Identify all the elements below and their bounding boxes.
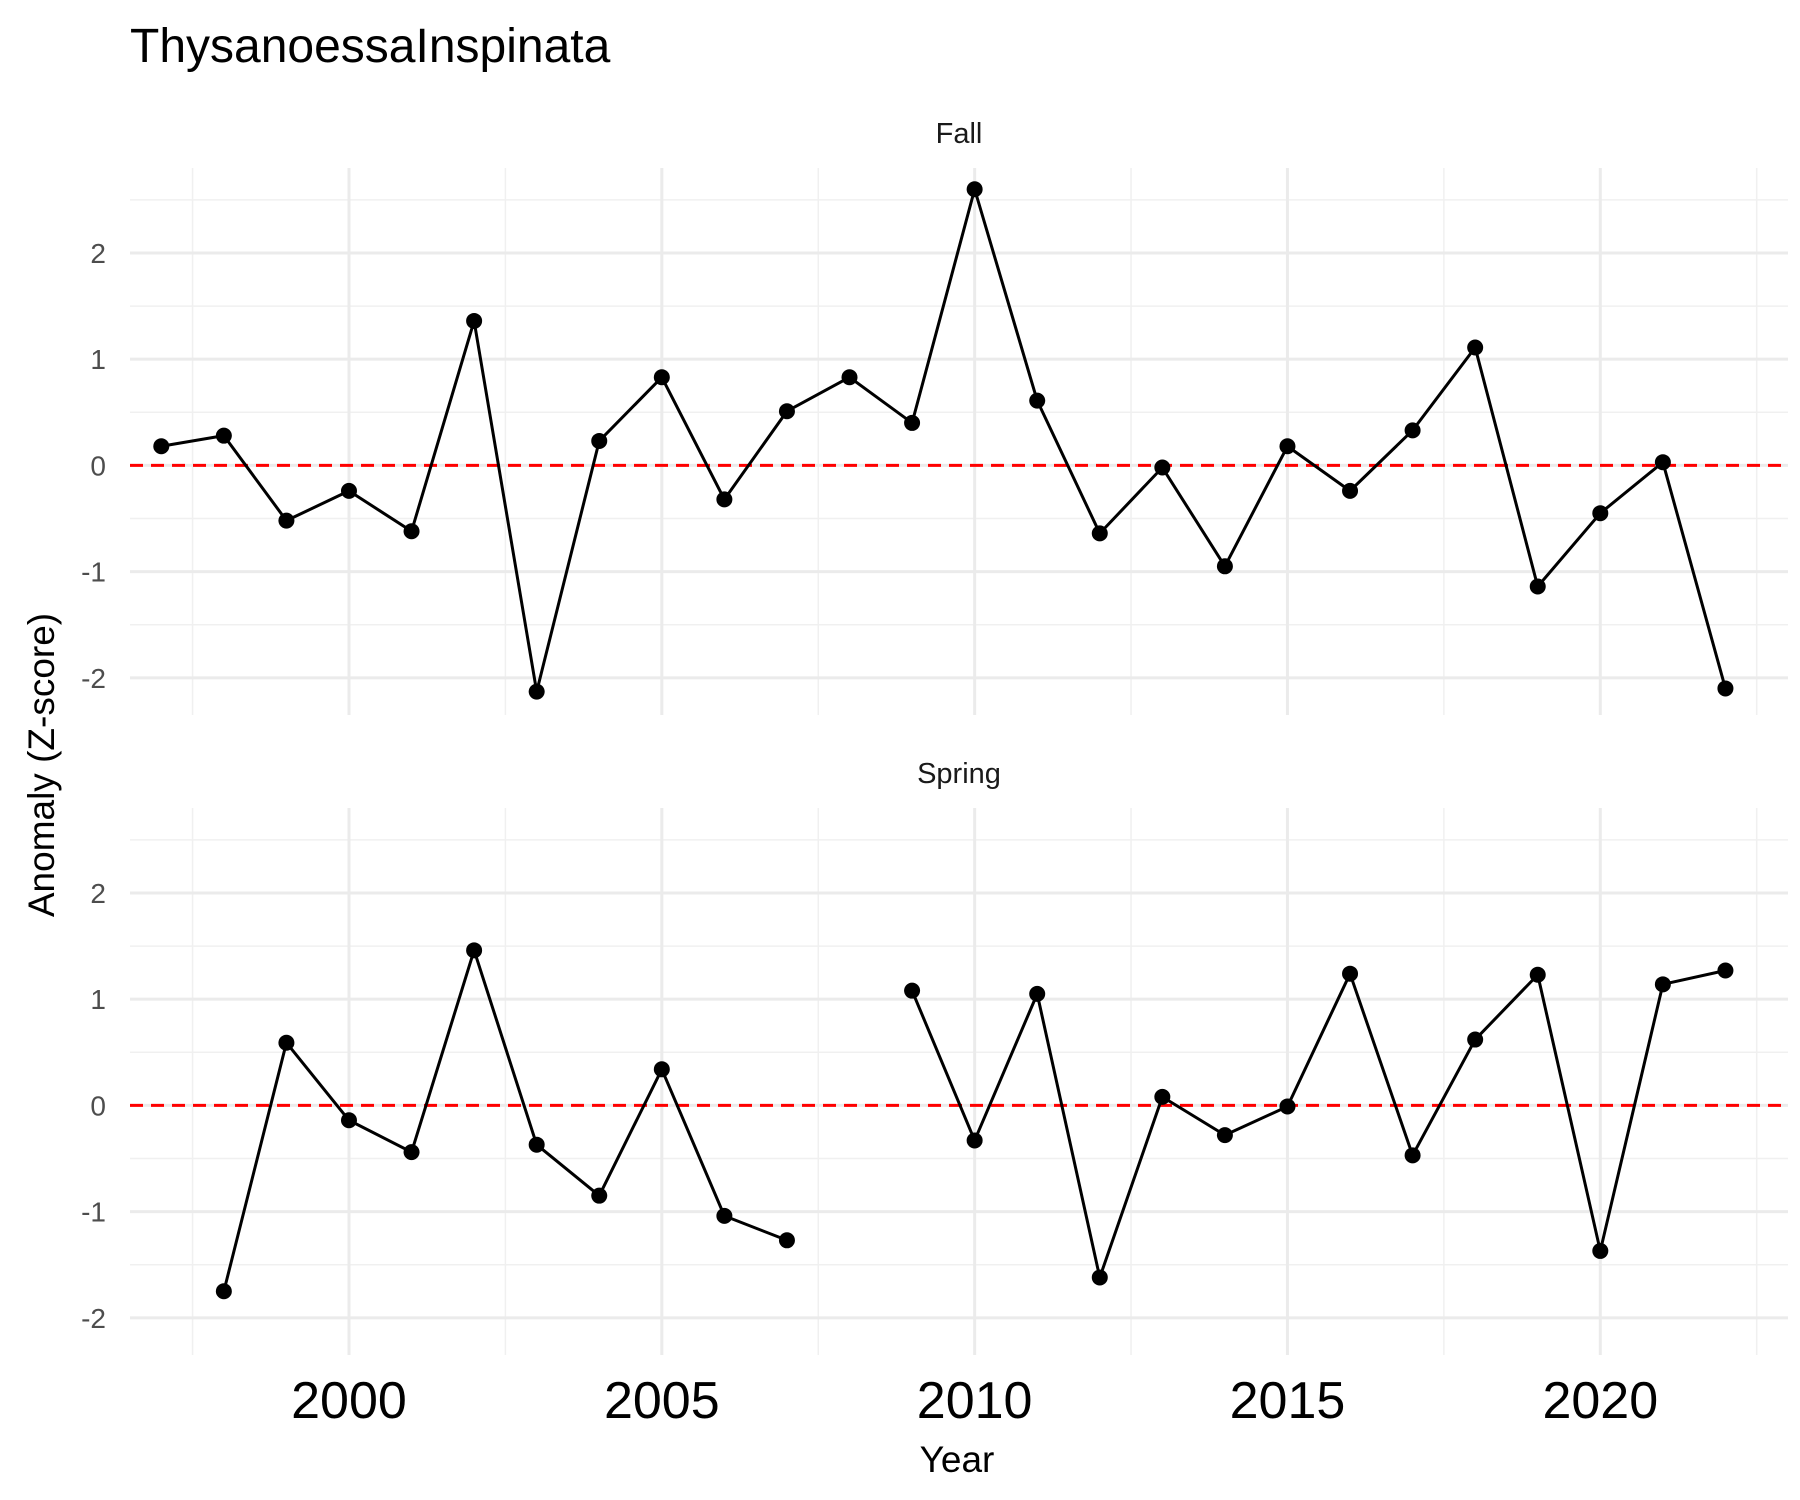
x-tick-label: 2000: [291, 1372, 407, 1430]
data-point: [1154, 1088, 1171, 1105]
data-point: [904, 982, 921, 999]
series-line: [222, 948, 788, 1292]
data-point: [403, 523, 420, 540]
data-point: [215, 427, 232, 444]
facet-panels: Fall 2 1 0 -1 -2 Spring 2 1 0 -1 -2: [81, 118, 1788, 1355]
x-axis-title: Year: [920, 1439, 995, 1480]
data-point: [1029, 392, 1046, 409]
x-tick-label: 2020: [1542, 1372, 1658, 1430]
data-point: [1091, 1269, 1108, 1286]
data-point: [1467, 1031, 1484, 1048]
y-tick-label: -1: [81, 1197, 106, 1228]
data-point: [278, 1034, 295, 1051]
y-tick-label: -1: [81, 557, 106, 588]
y-tick-label: -2: [81, 1303, 106, 1334]
y-tick-label: 0: [90, 450, 106, 481]
data-point: [1404, 1147, 1421, 1164]
series-line: [910, 969, 1726, 1279]
y-tick-label: 1: [90, 984, 106, 1015]
y-tick-label: 0: [90, 1090, 106, 1121]
data-point: [653, 369, 670, 386]
data-point: [653, 1061, 670, 1078]
data-point: [1592, 505, 1609, 522]
data-point: [466, 942, 483, 959]
x-tick-label: 2010: [917, 1372, 1033, 1430]
data-point: [1279, 438, 1296, 455]
y-tick-label: 2: [90, 238, 106, 269]
panel-spring: Spring 2 1 0 -1 -2: [81, 758, 1788, 1355]
data-point: [1404, 422, 1421, 439]
data-point: [966, 181, 983, 198]
data-point: [1342, 482, 1359, 499]
data-point: [716, 1207, 733, 1224]
data-point: [528, 1136, 545, 1153]
data-point: [1654, 976, 1671, 993]
y-tick-label: 2: [90, 878, 106, 909]
data-point: [1529, 578, 1546, 595]
data-point: [1154, 459, 1171, 476]
data-point: [841, 369, 858, 386]
data-point: [340, 1112, 357, 1129]
data-point: [1279, 1098, 1296, 1115]
data-point: [778, 403, 795, 420]
data-point: [340, 482, 357, 499]
data-point: [1091, 525, 1108, 542]
data-point: [1342, 965, 1359, 982]
data-point: [466, 312, 483, 329]
data-point: [215, 1283, 232, 1300]
x-axis: 2000 2005 2010 2015 2020: [291, 1372, 1658, 1430]
data-point: [1467, 339, 1484, 356]
panel-fall: Fall 2 1 0 -1 -2: [81, 118, 1788, 715]
series-line: [161, 187, 1727, 694]
data-point: [904, 414, 921, 431]
data-point: [1654, 454, 1671, 471]
data-point: [716, 491, 733, 508]
data-point: [591, 1187, 608, 1204]
data-point: [591, 432, 608, 449]
data-point: [778, 1232, 795, 1249]
y-axis-title: Anomaly (Z-score): [21, 613, 62, 917]
y-tick-label: -2: [81, 663, 106, 694]
y-tick-label: 1: [90, 344, 106, 375]
x-tick-label: 2005: [604, 1372, 720, 1430]
data-point: [403, 1144, 420, 1161]
x-tick-label: 2015: [1230, 1372, 1346, 1430]
data-point: [1717, 962, 1734, 979]
chart-title: ThysanoessaInspinata: [130, 20, 611, 73]
strip-label: Spring: [917, 758, 1001, 790]
data-point: [1529, 966, 1546, 983]
data-point: [1029, 985, 1046, 1002]
data-point: [1717, 680, 1734, 697]
data-point: [1216, 1127, 1233, 1144]
data-point: [966, 1132, 983, 1149]
strip-label: Fall: [936, 118, 983, 150]
data-point: [153, 438, 170, 455]
data-point: [1216, 558, 1233, 575]
data-point: [278, 512, 295, 529]
data-point: [1592, 1242, 1609, 1259]
data-point: [528, 683, 545, 700]
